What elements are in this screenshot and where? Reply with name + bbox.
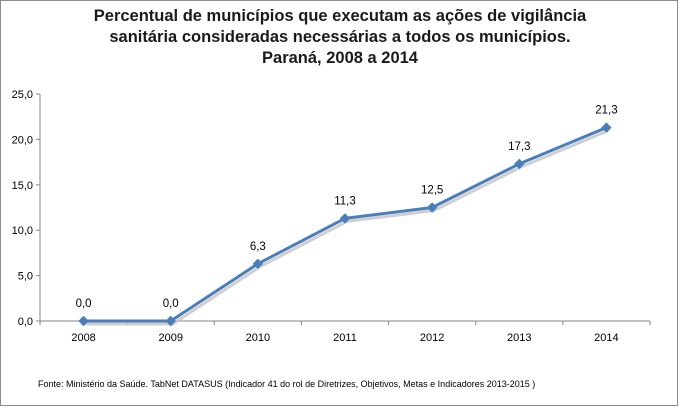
y-tick-label: 15,0 [12,180,33,192]
data-label: 11,3 [334,195,356,207]
data-point-marker [514,158,525,170]
x-tick-label: 2013 [507,332,531,344]
y-tick-label: 10,0 [12,225,33,237]
x-tick-label: 2014 [594,332,618,344]
source-note: Fonte: Ministério da Saúde. TabNet DATAS… [38,379,536,389]
chart-title: Percentual de municípios que executam as… [0,6,680,69]
data-label: 0,0 [76,298,92,310]
data-label: 6,3 [250,241,266,253]
y-tick-label: 20,0 [12,134,33,146]
data-point-marker [339,213,351,224]
x-tick-label: 2009 [158,332,182,344]
data-point-marker [252,258,264,270]
data-point-marker [601,122,612,133]
data-label: 12,5 [421,185,443,197]
data-point-marker [165,315,176,327]
chart-title-line-3: Paraná, 2008 a 2014 [262,49,418,67]
data-point-marker [426,202,438,213]
x-tick-label: 2012 [420,332,444,344]
data-label: 21,3 [595,105,617,117]
data-label: 17,3 [508,141,530,153]
chart-title-line-1: Percentual de municípios que executam as… [93,7,587,25]
y-tick-label: 25,0 [12,89,33,101]
chart-title-line-2: sanitária consideradas necessárias a tod… [109,28,571,46]
x-tick-label: 2008 [71,332,95,344]
data-label: 0,0 [163,298,179,310]
y-tick-label: 0,0 [18,316,33,328]
data-point-marker [78,315,89,327]
x-tick-label: 2010 [246,332,270,344]
y-tick-label: 5,0 [18,271,33,283]
x-tick-label: 2011 [333,332,357,344]
series-line [83,126,608,323]
